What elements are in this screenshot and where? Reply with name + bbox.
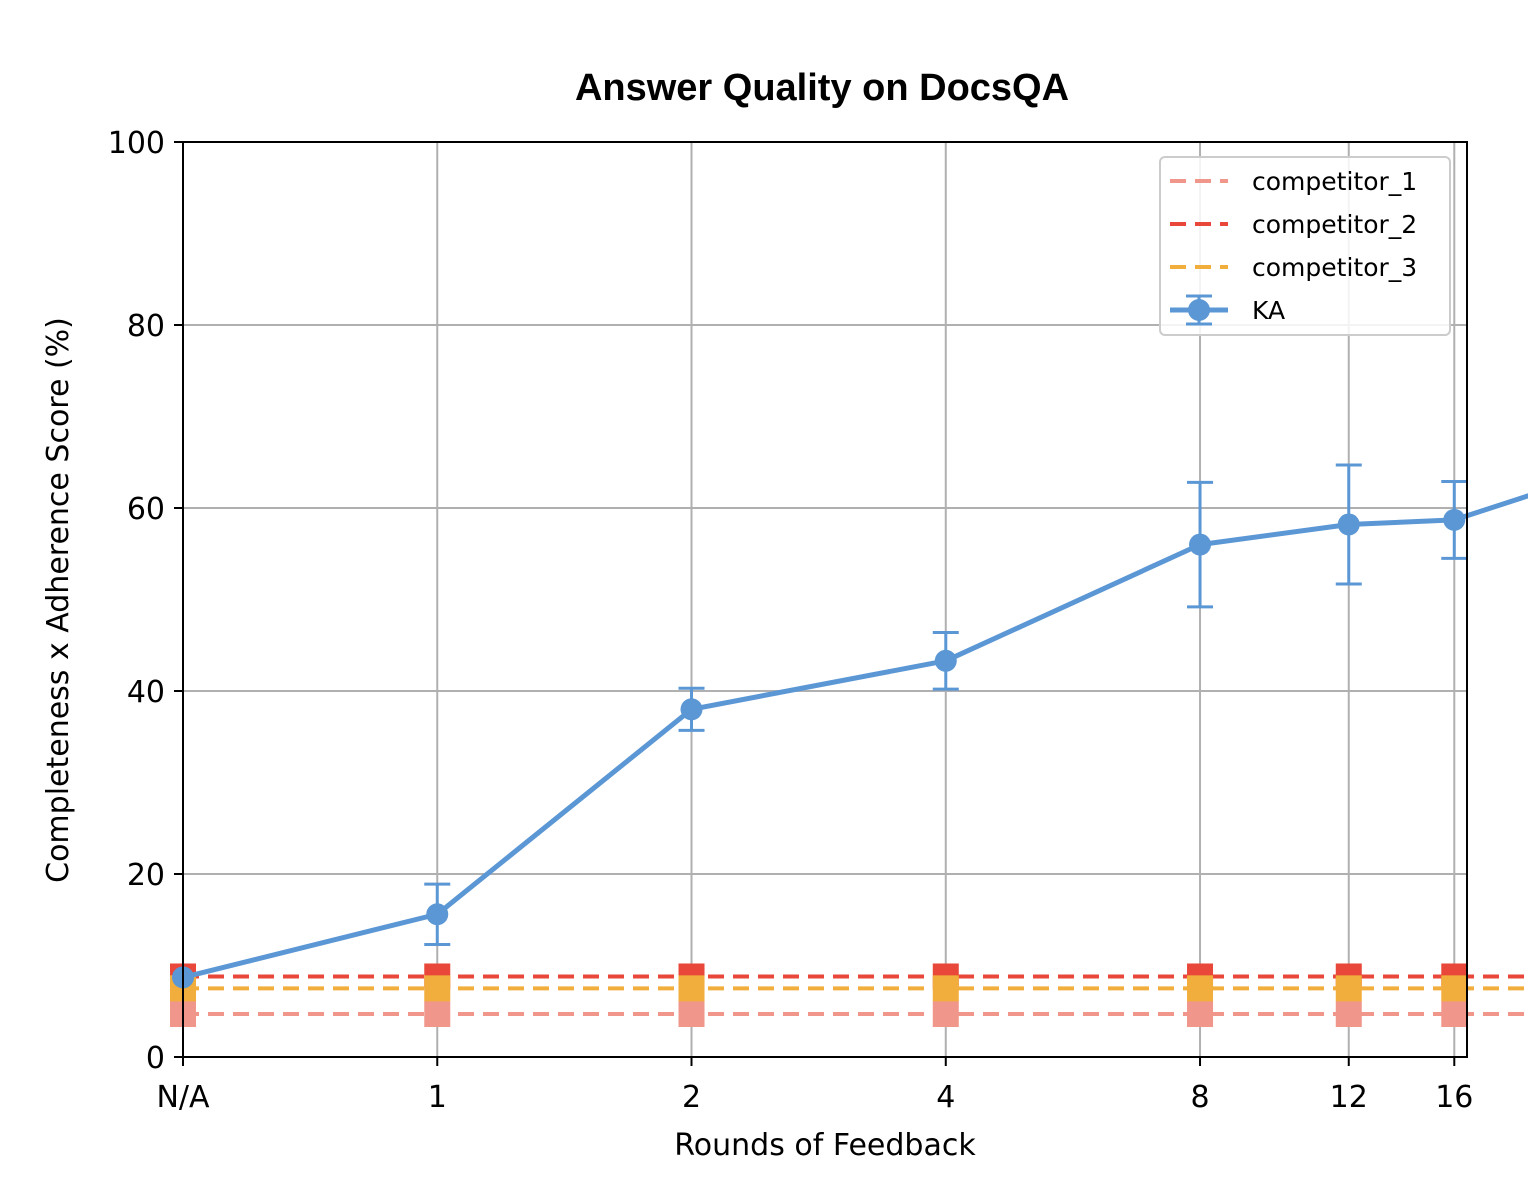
legend-item: KA (1170, 294, 1285, 326)
series-marker (1337, 513, 1360, 536)
series-marker (1189, 533, 1212, 556)
legend-label: competitor_3 (1252, 253, 1417, 282)
plot-frame (182, 141, 1468, 1058)
x-tick-label: 16 (1435, 1080, 1473, 1115)
series-ka (172, 463, 1528, 989)
series-line (182, 493, 1528, 980)
x-tick-label: 2 (682, 1080, 701, 1115)
y-tick-label: 20 (127, 858, 165, 893)
legend-item: competitor_1 (1170, 167, 1417, 196)
series-marker (1443, 508, 1466, 531)
series-marker (680, 698, 703, 721)
chart-title: Answer Quality on DocsQA (575, 67, 1069, 109)
legend-box (1159, 156, 1451, 336)
y-tick-label: 80 (127, 309, 165, 344)
x-tick-label: 12 (1330, 1080, 1368, 1115)
y-axis-label: Completeness x Adherence Score (%) (41, 317, 76, 883)
series-marker (934, 649, 957, 672)
x-tick-label: 8 (1190, 1080, 1209, 1115)
legend-swatch-marker (1188, 299, 1210, 321)
axis-ticks: N/A124812162432020406080100 (108, 126, 1474, 1115)
legend-label: KA (1252, 296, 1285, 325)
series-competitor-2 (170, 963, 1528, 990)
series-marker (426, 903, 449, 926)
x-tick-label: N/A (156, 1080, 210, 1115)
y-tick-label: 60 (127, 492, 165, 527)
series-competitor-3 (170, 975, 1528, 1002)
series-competitor-1 (170, 1000, 1528, 1027)
x-axis-label: Rounds of Feedback (674, 1128, 976, 1163)
legend-label: competitor_1 (1252, 167, 1417, 196)
y-tick-label: 100 (108, 126, 165, 161)
legend: competitor_1 competitor_2 competitor_3 KA (1159, 156, 1451, 336)
legend-label: competitor_2 (1252, 210, 1417, 239)
plot-series (170, 463, 1528, 1027)
y-tick-label: 0 (146, 1041, 165, 1076)
legend-item: competitor_2 (1170, 210, 1417, 239)
y-tick-label: 40 (127, 675, 165, 710)
x-tick-label: 4 (936, 1080, 955, 1115)
x-tick-label: 1 (428, 1080, 447, 1115)
legend-item: competitor_3 (1170, 253, 1417, 282)
